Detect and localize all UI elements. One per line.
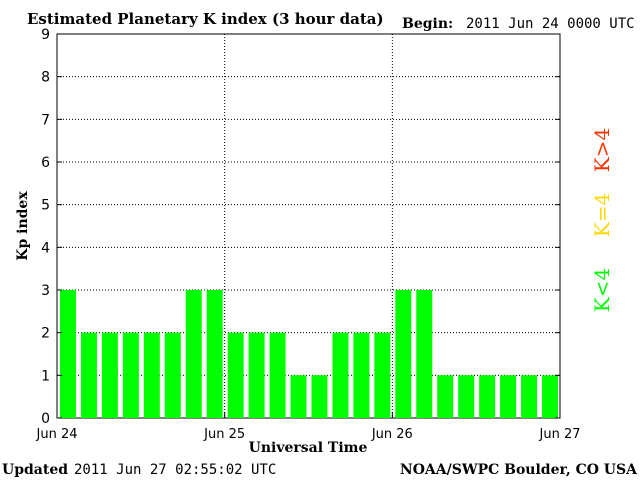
kp-bar	[60, 290, 76, 418]
kp-bar	[185, 290, 202, 418]
kp-bar	[143, 332, 160, 418]
bars-group	[60, 290, 558, 418]
kp-bar	[374, 332, 391, 418]
kp-bar	[332, 332, 349, 418]
kp-bar	[248, 332, 265, 418]
x-axis-label: Universal Time	[249, 440, 368, 456]
y-tick-label: 3	[41, 283, 50, 299]
chart-title: Estimated Planetary K index (3 hour data…	[27, 10, 384, 28]
plot-area	[56, 33, 561, 419]
x-tick-label: Jun 27	[539, 427, 581, 442]
y-tick-label: 9	[41, 27, 50, 43]
kp-bar	[521, 375, 538, 418]
legend-quiet: K<4	[590, 268, 614, 312]
y-tick-label: 5	[41, 198, 50, 214]
kp-bar	[269, 332, 286, 418]
x-tick-label: Jun 24	[36, 427, 78, 442]
y-tick-label: 8	[41, 70, 50, 86]
begin-label: Begin:	[402, 16, 453, 32]
begin-value: 2011 Jun 24 0000 UTC	[466, 16, 635, 32]
kp-bar	[122, 332, 139, 418]
kp-bar	[416, 290, 433, 418]
y-axis-ticks: 0 1 2 3 4 5 6 7 8 9	[41, 27, 560, 427]
kp-bar	[80, 332, 97, 418]
kp-bar	[479, 375, 496, 418]
updated-label: Updated	[2, 462, 68, 478]
legend-active: K=4	[590, 193, 614, 237]
y-tick-label: 2	[41, 326, 50, 342]
kp-bar	[500, 375, 517, 418]
kp-bar	[458, 375, 475, 418]
y-tick-label: 6	[41, 155, 50, 171]
y-axis-label: Kp index	[15, 191, 31, 261]
kp-bar	[206, 290, 223, 418]
y-tick-label: 4	[41, 240, 50, 256]
y-tick-label: 1	[41, 368, 50, 384]
y-tick-label: 0	[41, 411, 50, 427]
source-label: NOAA/SWPC Boulder, CO USA	[400, 462, 638, 478]
kp-bar	[290, 375, 307, 418]
kp-bar	[311, 375, 328, 418]
kp-bar	[164, 332, 181, 418]
x-tick-label: Jun 25	[203, 427, 245, 442]
y-tick-label: 7	[41, 112, 50, 128]
kp-bar	[395, 290, 412, 418]
grid-lines	[57, 34, 560, 418]
kp-bar	[437, 375, 454, 418]
kp-bar	[227, 332, 244, 418]
x-tick-label: Jun 26	[371, 427, 413, 442]
updated-value: 2011 Jun 27 02:55:02 UTC	[74, 462, 276, 478]
legend-storm: K>4	[590, 128, 614, 172]
kp-bar	[353, 332, 370, 418]
kp-bar	[101, 332, 118, 418]
kp-bar	[542, 375, 558, 418]
x-axis-ticks: Jun 24 Jun 25 Jun 26 Jun 27	[36, 412, 581, 442]
